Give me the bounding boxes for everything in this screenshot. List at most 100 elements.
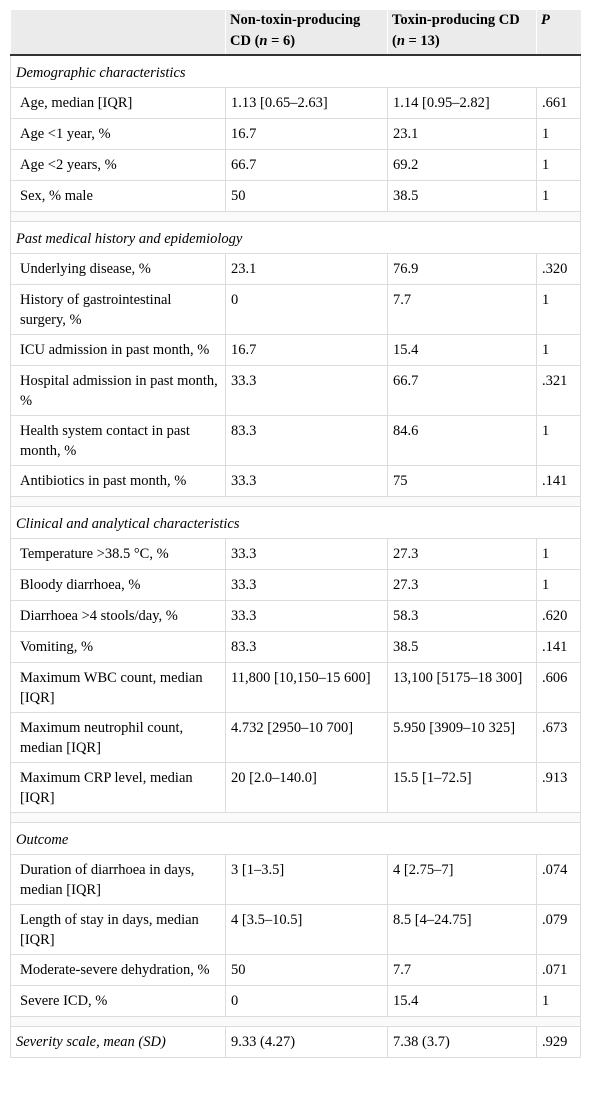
row-label: Length of stay in days, median [IQR] (10, 904, 226, 955)
non-toxin-value: 50 (225, 180, 388, 212)
section-header-row: Demographic characteristics (10, 55, 581, 88)
table-row: Severe ICD, % 0 15.4 1 (10, 985, 581, 1017)
non-toxin-value: 4 [3.5–10.5] (225, 904, 388, 955)
table-row: Maximum WBC count, median [IQR] 11,800 [1… (10, 662, 581, 713)
spacer-cell (10, 812, 581, 823)
non-toxin-value: 33.3 (225, 465, 388, 497)
toxin-value: 38.5 (387, 180, 537, 212)
section-title: Outcome (10, 822, 581, 855)
table-row: Antibiotics in past month, % 33.3 75.141 (10, 465, 581, 497)
p-value: .620 (536, 600, 581, 632)
p-value: .913 (536, 762, 581, 813)
row-label: ICU admission in past month, % (10, 334, 226, 366)
table-row: History of gastrointestinal surgery, % 0 7… (10, 284, 581, 335)
toxin-value: 27.3 (387, 569, 537, 601)
p-value: .321 (536, 365, 581, 416)
table-row: Underlying disease, % 23.1 76.9.320 (10, 253, 581, 285)
p-value: .606 (536, 662, 581, 713)
p-value: 1 (536, 334, 581, 366)
p-value: .673 (536, 712, 581, 763)
table-row: Temperature >38.5 °C, % 33.3 27.3 1 (10, 538, 581, 570)
header-non-toxin-column: Non-toxin-producing CD (n = 6) (225, 10, 388, 56)
table-row: Maximum CRP level, median [IQR] 20 [2.0–1… (10, 762, 581, 813)
spacer-cell (10, 496, 581, 507)
section-spacer (10, 1016, 581, 1027)
header-p-column: P (536, 10, 581, 56)
p-value: 1 (536, 284, 581, 335)
non-toxin-value: 0 (225, 985, 388, 1017)
toxin-value: 27.3 (387, 538, 537, 570)
non-toxin-value: 16.7 (225, 118, 388, 150)
toxin-value: 84.6 (387, 415, 537, 466)
header-label-column (10, 10, 226, 56)
p-value: .320 (536, 253, 581, 285)
non-toxin-value: 20 [2.0–140.0] (225, 762, 388, 813)
toxin-value: 15.5 [1–72.5] (387, 762, 537, 813)
row-label: Moderate-severe dehydration, % (10, 954, 226, 986)
row-label: Severe ICD, % (10, 985, 226, 1017)
p-value: .929 (536, 1026, 581, 1058)
row-label: Maximum CRP level, median [IQR] (10, 762, 226, 813)
p-value: .141 (536, 631, 581, 663)
toxin-value: 58.3 (387, 600, 537, 632)
header-toxin-column: Toxin-producing CD (n = 13) (387, 10, 537, 56)
toxin-value: 76.9 (387, 253, 537, 285)
toxin-value: 23.1 (387, 118, 537, 150)
toxin-value: 5.950 [3909–10 325] (387, 712, 537, 763)
table-body: Demographic characteristics Age, median [… (10, 55, 581, 1058)
table-row: Diarrhoea >4 stools/day, % 33.3 58.3.620 (10, 600, 581, 632)
row-label: History of gastrointestinal surgery, % (10, 284, 226, 335)
non-toxin-value: 4.732 [2950–10 700] (225, 712, 388, 763)
row-label: Bloody diarrhoea, % (10, 569, 226, 601)
toxin-value: 8.5 [4–24.75] (387, 904, 537, 955)
p-value: .071 (536, 954, 581, 986)
section-header-row: Clinical and analytical characteristics (10, 506, 581, 539)
section-spacer (10, 812, 581, 823)
p-value: 1 (536, 415, 581, 466)
row-label: Vomiting, % (10, 631, 226, 663)
p-value: 1 (536, 569, 581, 601)
toxin-value: 7.7 (387, 284, 537, 335)
non-toxin-value: 33.3 (225, 600, 388, 632)
row-label: Maximum neutrophil count, median [IQR] (10, 712, 226, 763)
table-row: Vomiting, % 83.3 38.5.141 (10, 631, 581, 663)
toxin-value: 13,100 [5175–18 300] (387, 662, 537, 713)
table-row: Duration of diarrhoea in days, median [I… (10, 854, 581, 905)
row-label: Antibiotics in past month, % (10, 465, 226, 497)
p-value: .141 (536, 465, 581, 497)
table-row: Age <1 year, % 16.7 23.1 1 (10, 118, 581, 150)
p-value: 1 (536, 985, 581, 1017)
row-label: Age <1 year, % (10, 118, 226, 150)
non-toxin-value: 33.3 (225, 365, 388, 416)
table-row: Maximum neutrophil count, median [IQR] 4.… (10, 712, 581, 763)
row-label: Maximum WBC count, median [IQR] (10, 662, 226, 713)
toxin-value: 66.7 (387, 365, 537, 416)
row-label: Health system contact in past month, % (10, 415, 226, 466)
toxin-value: 69.2 (387, 149, 537, 181)
section-title: Clinical and analytical characteristics (10, 506, 581, 539)
row-label: Sex, % male (10, 180, 226, 212)
comparison-table-container: Non-toxin-producing CD (n = 6) Toxin-pro… (10, 10, 581, 1058)
non-toxin-value: 23.1 (225, 253, 388, 285)
table-row: Hospital admission in past month, % 33.3 6… (10, 365, 581, 416)
row-label: Duration of diarrhoea in days, median [I… (10, 854, 226, 905)
table-row: Age <2 years, % 66.7 69.2 1 (10, 149, 581, 181)
non-toxin-value: 16.7 (225, 334, 388, 366)
toxin-value: 15.4 (387, 985, 537, 1017)
non-toxin-value: 9.33 (4.27) (225, 1026, 388, 1058)
row-label: Age, median [IQR] (10, 87, 226, 119)
p-value: 1 (536, 118, 581, 150)
table-row: Sex, % male 50 38.5 1 (10, 180, 581, 212)
non-toxin-value: 0 (225, 284, 388, 335)
table-row: Length of stay in days, median [IQR] 4 [3… (10, 904, 581, 955)
section-spacer (10, 211, 581, 222)
non-toxin-value: 1.13 [0.65–2.63] (225, 87, 388, 119)
section-title: Past medical history and epidemiology (10, 221, 581, 254)
spacer-cell (10, 211, 581, 222)
row-label: Severity scale, mean (SD) (10, 1026, 226, 1058)
toxin-value: 75 (387, 465, 537, 497)
comparison-table: Non-toxin-producing CD (n = 6) Toxin-pro… (10, 10, 581, 1058)
toxin-value: 1.14 [0.95–2.82] (387, 87, 537, 119)
row-label: Underlying disease, % (10, 253, 226, 285)
table-row: Moderate-severe dehydration, % 50 7.7.071 (10, 954, 581, 986)
